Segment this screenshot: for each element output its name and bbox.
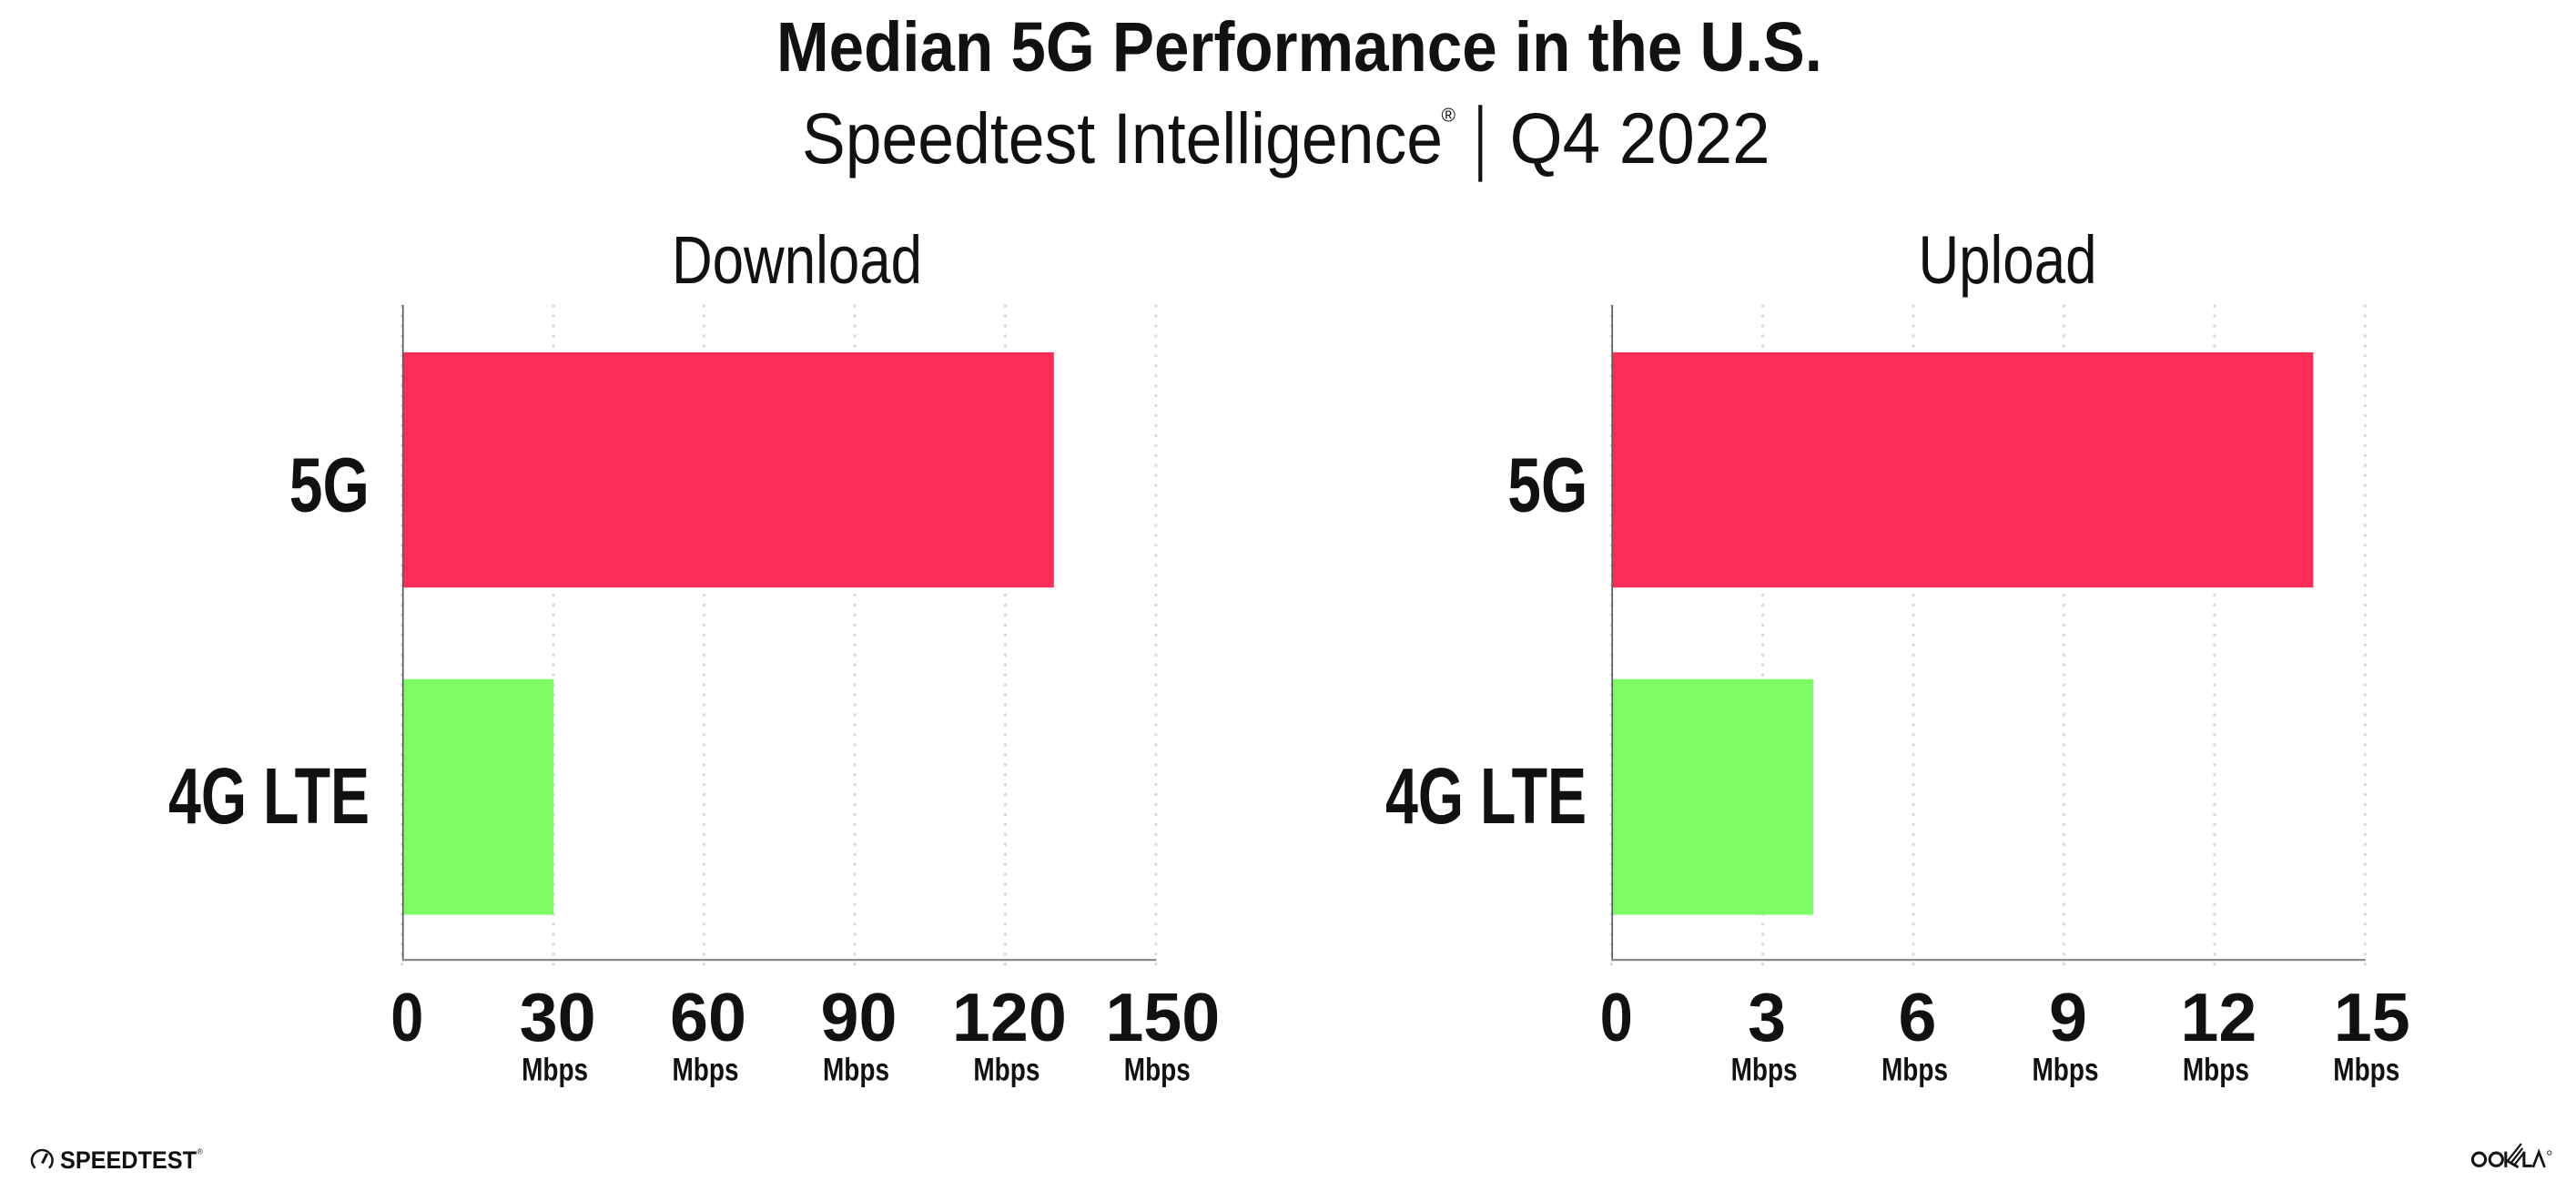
svg-text:SPEEDTEST: SPEEDTEST: [60, 1146, 197, 1174]
svg-text:4G LTE: 4G LTE: [168, 751, 370, 840]
svg-text:Q4 2022: Q4 2022: [1510, 98, 1770, 178]
svg-text:Mbps: Mbps: [2183, 1053, 2249, 1088]
svg-text:120: 120: [952, 979, 1067, 1055]
svg-text:0: 0: [1600, 979, 1633, 1055]
svg-text:Mbps: Mbps: [673, 1053, 739, 1088]
svg-text:0: 0: [390, 979, 423, 1055]
svg-text:Mbps: Mbps: [973, 1053, 1040, 1088]
svg-text:5G: 5G: [289, 443, 370, 528]
svg-text:®: ®: [198, 1147, 204, 1156]
svg-text:Speedtest Intelligence: Speedtest Intelligence: [802, 98, 1443, 178]
svg-text:4G LTE: 4G LTE: [1385, 751, 1587, 840]
svg-text:Mbps: Mbps: [1124, 1053, 1191, 1088]
svg-text:3: 3: [1748, 979, 1786, 1055]
svg-text:Mbps: Mbps: [1881, 1053, 1948, 1088]
svg-text:9: 9: [2049, 979, 2087, 1055]
svg-text:12: 12: [2180, 979, 2257, 1055]
svg-text:Upload: Upload: [1919, 222, 2097, 298]
svg-text:Download: Download: [672, 222, 922, 298]
svg-text:150: 150: [1105, 979, 1220, 1055]
svg-text:Mbps: Mbps: [2333, 1053, 2399, 1088]
svg-text:15: 15: [2334, 979, 2410, 1055]
svg-text:Mbps: Mbps: [522, 1053, 588, 1088]
svg-text:®: ®: [1442, 106, 1456, 127]
svg-text:5G: 5G: [1507, 443, 1587, 528]
svg-text:Mbps: Mbps: [823, 1053, 889, 1088]
svg-text:90: 90: [821, 979, 898, 1055]
svg-text:Mbps: Mbps: [2033, 1053, 2099, 1088]
svg-text:Median 5G Performance in the U: Median 5G Performance in the U.S.: [776, 8, 1822, 87]
svg-text:30: 30: [520, 979, 596, 1055]
svg-text:6: 6: [1899, 979, 1937, 1055]
svg-text:Mbps: Mbps: [1731, 1053, 1798, 1088]
svg-text:60: 60: [670, 979, 746, 1055]
